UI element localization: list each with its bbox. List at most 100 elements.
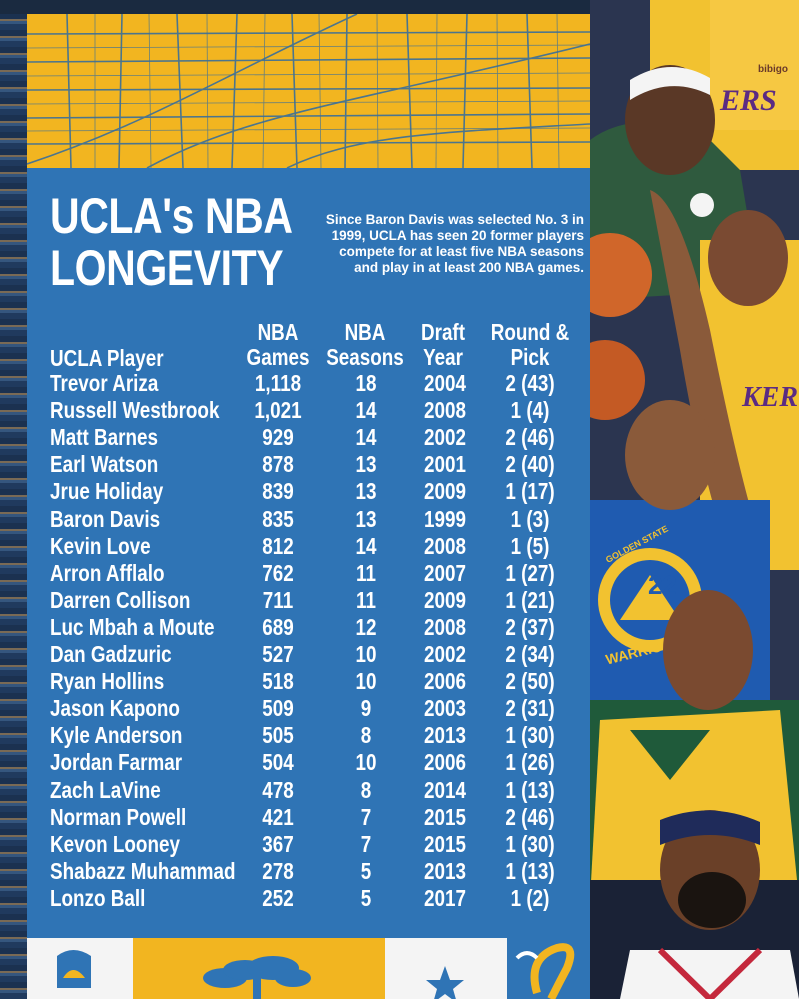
cell-year: 2003 xyxy=(424,695,466,722)
cell-pick: 2 (46) xyxy=(505,803,555,830)
cell-games: 929 xyxy=(262,424,294,451)
top-strip xyxy=(0,0,600,14)
header-round-pick: Round & Pick xyxy=(485,320,575,370)
map-lines xyxy=(27,14,590,168)
cell-year: 2006 xyxy=(424,749,466,776)
cell-games: 367 xyxy=(262,830,294,857)
cell-year: 2008 xyxy=(424,532,466,559)
cell-games: 278 xyxy=(262,857,294,884)
palm-trees-icon xyxy=(203,956,311,999)
cell-year: 2008 xyxy=(424,613,466,640)
header-seasons: NBA Seasons xyxy=(322,320,407,370)
star-icon xyxy=(426,966,464,999)
header-draft-year: Draft Year xyxy=(412,320,474,370)
cell-year: 1999 xyxy=(424,505,466,532)
sponsor-text: bibigo xyxy=(758,64,788,75)
cell-pick: 1 (2) xyxy=(510,884,550,911)
cell-year: 2015 xyxy=(424,803,466,830)
logo-strip xyxy=(27,938,590,999)
cell-name: Dan Gadzuric xyxy=(50,641,172,667)
cell-name: Russell Westbrook xyxy=(50,397,220,424)
cell-games: 252 xyxy=(262,884,294,911)
header-games: NBA Games xyxy=(237,320,319,370)
cell-name: Lonzo Ball xyxy=(50,884,146,911)
cell-games: 839 xyxy=(262,478,294,505)
cell-seasons: 9 xyxy=(360,695,372,722)
cell-name: Baron Davis xyxy=(50,505,161,532)
header-pick-line-2: Pick xyxy=(510,344,550,370)
header-seasons-line-2: Seasons xyxy=(326,344,404,370)
cell-games: 711 xyxy=(262,586,294,613)
city-map-graphic xyxy=(27,14,590,168)
cell-year: 2002 xyxy=(424,641,466,667)
cell-seasons: 13 xyxy=(355,451,377,478)
cell-year: 2009 xyxy=(424,586,466,613)
cell-name: Darren Collison xyxy=(50,586,191,613)
cell-games: 1,118 xyxy=(254,370,302,396)
bruin-shield-icon xyxy=(57,950,91,988)
cell-year: 2004 xyxy=(424,370,466,396)
cell-seasons: 5 xyxy=(360,857,372,884)
cell-seasons: 8 xyxy=(360,722,372,749)
cell-seasons: 13 xyxy=(355,478,377,505)
cell-pick: 2 (34) xyxy=(505,641,555,667)
blue-block xyxy=(507,938,590,999)
cell-seasons: 8 xyxy=(360,776,372,803)
cell-games: 518 xyxy=(262,668,294,695)
header-draft-line-1: Draft xyxy=(420,319,465,345)
cell-seasons: 7 xyxy=(360,803,372,830)
cell-pick: 1 (4) xyxy=(510,397,550,424)
cell-pick: 1 (21) xyxy=(505,586,555,613)
cell-seasons: 14 xyxy=(355,424,377,451)
cell-pick: 1 (13) xyxy=(505,776,555,803)
cell-pick: 1 (17) xyxy=(505,478,555,505)
cell-pick: 2 (46) xyxy=(505,424,555,451)
cell-games: 812 xyxy=(262,532,294,559)
cell-seasons: 11 xyxy=(356,559,376,586)
cell-games: 505 xyxy=(262,722,294,749)
cell-games: 509 xyxy=(262,695,294,722)
cell-pick: 1 (3) xyxy=(510,505,550,532)
script-logo-icon xyxy=(515,943,575,999)
lakers-jersey-text-1: ERS xyxy=(720,84,777,117)
cell-games: 1,021 xyxy=(254,397,302,424)
cell-pick: 2 (31) xyxy=(505,695,555,722)
title-line-2: LONGEVITY xyxy=(50,240,284,296)
cell-year: 2001 xyxy=(424,451,466,478)
cell-seasons: 12 xyxy=(355,613,377,640)
intro-blurb: Since Baron Davis was selected No. 3 in … xyxy=(325,212,584,275)
cell-name: Ryan Hollins xyxy=(50,668,165,695)
cell-pick: 1 (30) xyxy=(505,722,555,749)
gold-block xyxy=(133,938,385,999)
cell-year: 2009 xyxy=(424,478,466,505)
cell-pick: 1 (27) xyxy=(505,559,555,586)
cell-year: 2013 xyxy=(424,857,466,884)
cell-year: 2007 xyxy=(424,559,466,586)
cell-name: Jason Kapono xyxy=(50,695,180,722)
cell-games: 689 xyxy=(262,613,294,640)
cell-name: Shabazz Muhammad xyxy=(50,857,236,884)
cell-seasons: 10 xyxy=(355,668,377,695)
player-photo-collage: bibigo ERS KER GOLDEN STATE 22 WARRIO xyxy=(590,0,799,999)
photo-collage-art xyxy=(590,0,799,999)
cell-games: 504 xyxy=(262,749,294,776)
cell-games: 762 xyxy=(262,559,294,586)
cell-name: Kyle Anderson xyxy=(50,722,183,749)
cell-seasons: 5 xyxy=(360,884,372,911)
cell-pick: 1 (30) xyxy=(505,830,555,857)
cell-seasons: 18 xyxy=(355,370,377,396)
crowd-backdrop xyxy=(0,0,30,999)
lakers-jersey-text-2: KER xyxy=(742,382,799,413)
cell-pick: 2 (43) xyxy=(505,370,555,396)
cell-games: 835 xyxy=(262,505,294,532)
cell-games: 478 xyxy=(262,776,294,803)
cell-year: 2006 xyxy=(424,668,466,695)
cell-name: Matt Barnes xyxy=(50,424,158,451)
header-seasons-line-1: NBA xyxy=(344,319,386,345)
cell-seasons: 14 xyxy=(355,532,377,559)
cell-name: Kevon Looney xyxy=(50,830,180,857)
cell-name: Trevor Ariza xyxy=(50,370,159,396)
cell-year: 2002 xyxy=(424,424,466,451)
cell-name: Zach LaVine xyxy=(50,776,161,803)
cell-name: Luc Mbah a Moute xyxy=(50,613,215,640)
